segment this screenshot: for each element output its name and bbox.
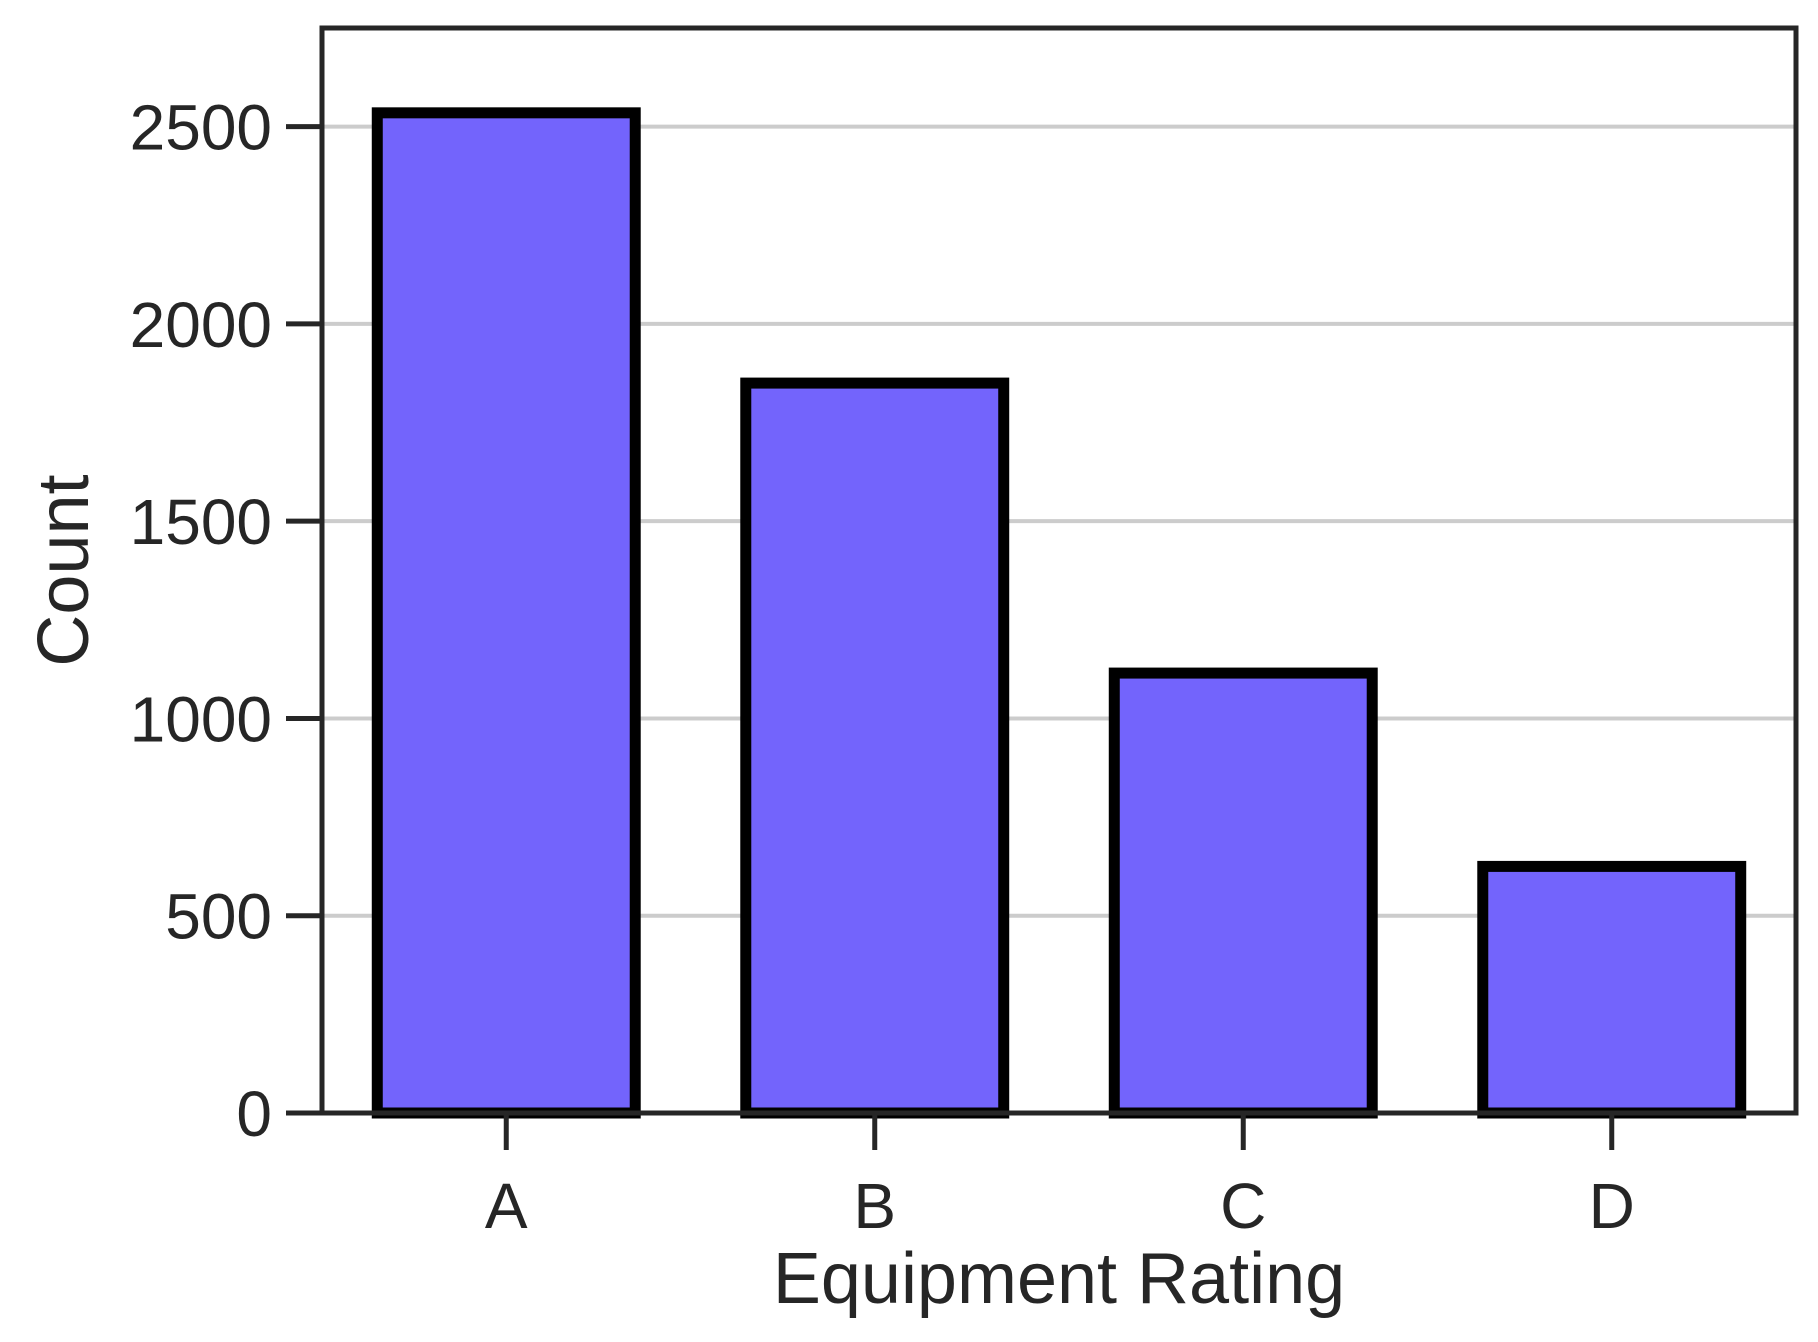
bar-B <box>740 377 1010 1119</box>
x-axis-ticks: A B C D <box>485 1113 1635 1242</box>
x-tick-label-B: B <box>853 1170 896 1242</box>
bar-A <box>371 107 641 1119</box>
y-tick-label-2: 1000 <box>130 683 272 755</box>
y-tick-label-1: 500 <box>165 881 272 953</box>
y-axis-ticks: 0 500 1000 1500 2000 2500 <box>130 92 322 1150</box>
plot-frame <box>319 25 1799 1116</box>
y-tick-label-3: 1500 <box>130 486 272 558</box>
bar-D <box>1477 860 1747 1119</box>
x-tick-label-A: A <box>485 1170 528 1242</box>
bars <box>371 107 1747 1119</box>
y-axis-title: Count <box>24 474 104 666</box>
y-tick-label-4: 2000 <box>130 289 272 361</box>
y-tick-label-5: 2500 <box>130 92 272 164</box>
x-tick-label-D: D <box>1589 1170 1635 1242</box>
x-tick-label-C: C <box>1220 1170 1266 1242</box>
y-tick-label-0: 0 <box>236 1078 272 1150</box>
bar-C <box>1108 667 1378 1119</box>
x-axis-title: Equipment Rating <box>773 1239 1345 1319</box>
